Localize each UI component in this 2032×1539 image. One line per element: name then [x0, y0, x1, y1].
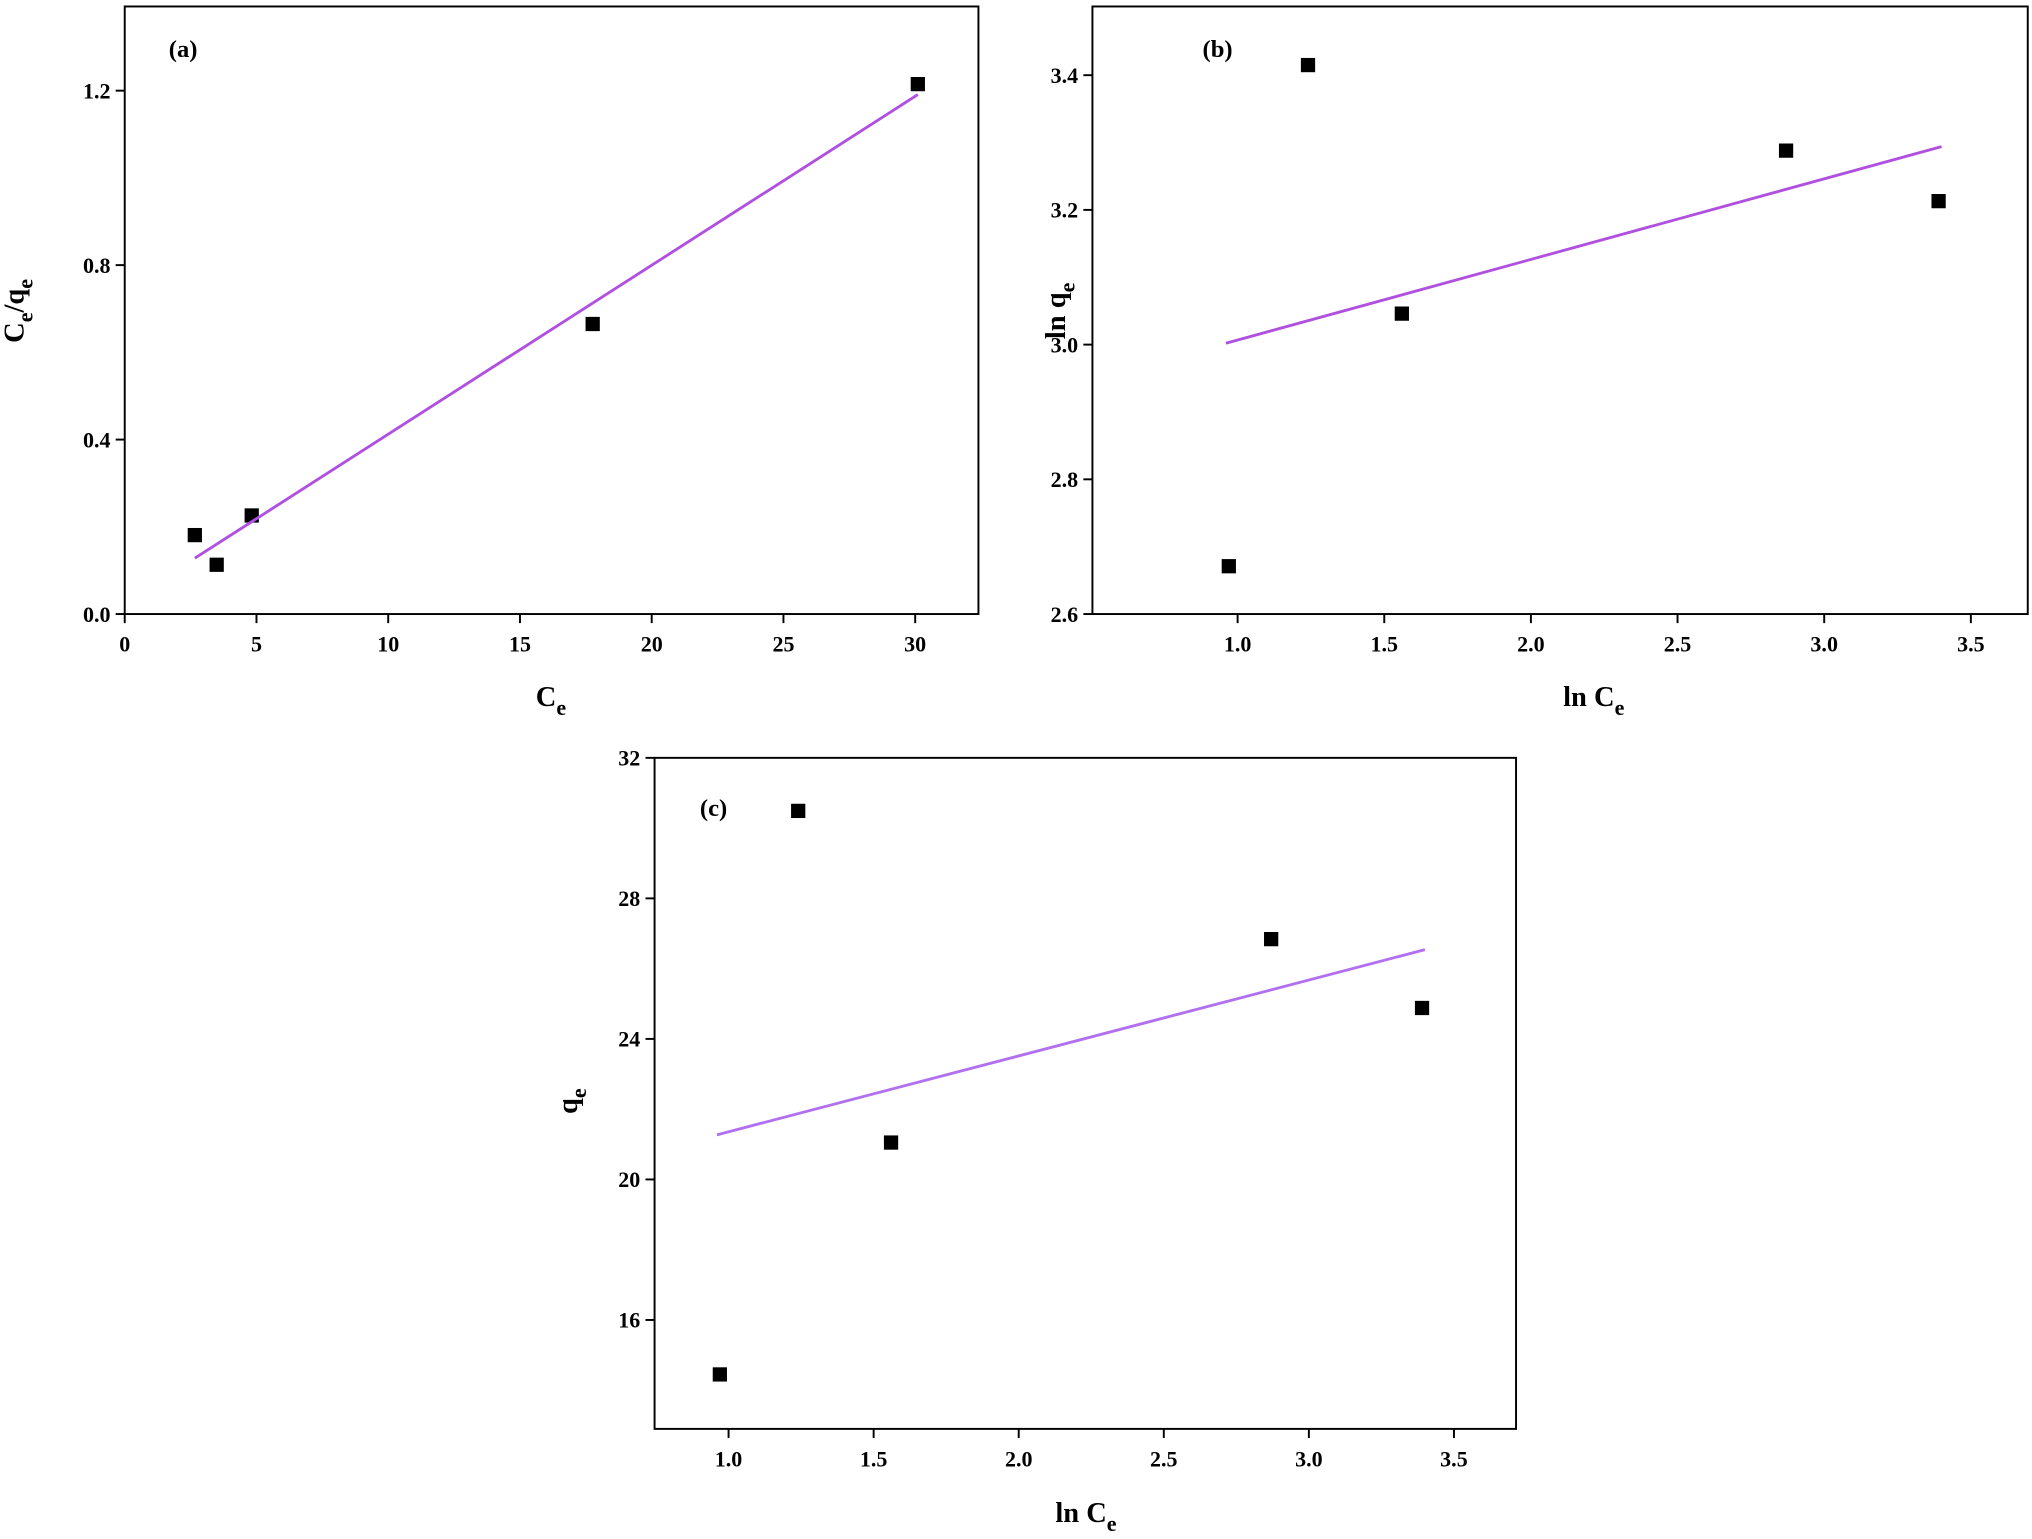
- x-tick-label: 2.5: [1150, 1446, 1178, 1471]
- label-part: e: [1054, 282, 1079, 292]
- label-part: e: [556, 695, 566, 720]
- x-tick-label: 2.5: [1664, 632, 1692, 657]
- plot-frame: [123, 5, 980, 616]
- x-tick-label: 1.5: [1370, 632, 1398, 657]
- data-point: [1778, 143, 1794, 158]
- label-part: C: [0, 322, 31, 343]
- x-tick-label: 30: [904, 632, 926, 657]
- y-tick-label: 0.0: [83, 602, 111, 627]
- data-point: [1394, 306, 1409, 321]
- x-tick-label: 3.5: [1957, 632, 1985, 657]
- data-point: [209, 557, 224, 572]
- y-tick-label: 3.4: [1051, 63, 1079, 88]
- data-point: [187, 527, 202, 543]
- label-part: q: [553, 1098, 584, 1114]
- x-tick-label: 3.5: [1440, 1446, 1468, 1471]
- label-part: ln C: [1563, 682, 1614, 713]
- label-part: e: [1107, 1511, 1117, 1536]
- x-tick-label: 3.0: [1295, 1446, 1323, 1471]
- y-tick-label: 32: [618, 746, 640, 771]
- fit-line: [1225, 145, 1942, 345]
- label-part: C: [536, 682, 557, 713]
- y-axis-label: ln qe: [1041, 282, 1079, 339]
- label-part: ln C: [1055, 1498, 1106, 1529]
- data-point: [883, 1135, 899, 1150]
- y-tick-label: 3.0: [1051, 332, 1079, 357]
- plot-frame: [653, 756, 1518, 1430]
- data-point: [1931, 194, 1946, 209]
- panel-label: (a): [169, 36, 198, 63]
- label-part: ln q: [1041, 292, 1072, 339]
- data-point: [1414, 1000, 1430, 1016]
- x-tick-label: 1.5: [860, 1446, 888, 1471]
- y-tick-label: 24: [618, 1027, 640, 1052]
- x-tick-label: 3.0: [1810, 632, 1838, 657]
- x-tick-label: 20: [641, 632, 663, 657]
- label-part: e: [13, 279, 38, 289]
- label-part: e: [1615, 695, 1625, 720]
- data-point: [1264, 932, 1279, 947]
- label-part: e: [566, 1088, 591, 1098]
- x-tick-label: 2.0: [1005, 1446, 1033, 1471]
- x-tick-label: 1.0: [1224, 632, 1252, 657]
- panel-label: (c): [700, 795, 727, 822]
- fit-line: [194, 93, 919, 560]
- x-tick-label: 15: [509, 632, 531, 657]
- chart-panel: 1.0 1.5 2.0 2.5 3.0 3.5 2.6 2.8 3.0 3.2 3.4 (b) ln C…: [1041, 5, 2029, 720]
- x-tick-label: 5: [251, 632, 262, 657]
- y-tick-label: 3.2: [1051, 198, 1079, 223]
- plot-frame: [1091, 5, 2029, 616]
- x-tick-label: 2.0: [1517, 632, 1545, 657]
- y-tick-label: 20: [618, 1167, 640, 1192]
- data-point: [1221, 559, 1236, 574]
- y-axis-label: qe: [553, 1088, 591, 1114]
- y-tick-label: 2.8: [1051, 467, 1079, 492]
- fit-line: [716, 948, 1426, 1137]
- x-tick-label: 10: [377, 632, 399, 657]
- label-part: /q: [0, 289, 31, 314]
- x-axis-label: ln Ce: [1055, 1498, 1116, 1536]
- data-point: [585, 316, 600, 332]
- panel-label: (b): [1203, 36, 1233, 63]
- x-tick-label: 25: [772, 632, 794, 657]
- y-tick-label: 0.4: [83, 427, 111, 452]
- y-tick-label: 2.6: [1051, 602, 1079, 627]
- y-tick-label: 16: [618, 1308, 640, 1333]
- data-point: [1300, 57, 1316, 73]
- y-tick-label: 0.8: [83, 253, 111, 278]
- data-point: [712, 1367, 727, 1382]
- x-tick-label: 1.0: [715, 1446, 743, 1471]
- x-tick-label: 0: [119, 632, 130, 657]
- data-point: [791, 803, 806, 819]
- label-part: e: [13, 312, 38, 322]
- data-point: [910, 76, 925, 92]
- y-tick-label: 28: [618, 886, 640, 911]
- y-axis-label: Ce/qe: [0, 279, 38, 343]
- x-axis-label: Ce: [536, 682, 567, 720]
- y-tick-label: 1.2: [83, 78, 111, 103]
- x-axis-label: ln Ce: [1563, 682, 1624, 720]
